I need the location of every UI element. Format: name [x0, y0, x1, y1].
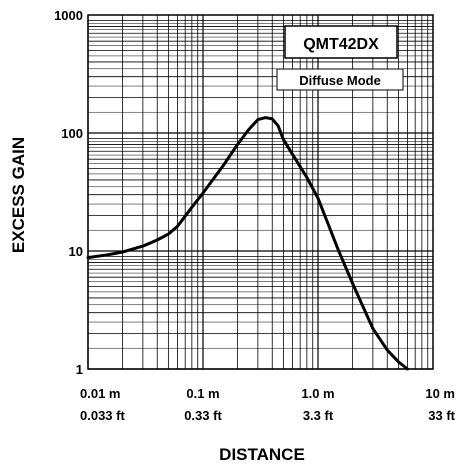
mode-label: Diffuse Mode [299, 73, 381, 88]
x-tick-label-ft: 33 ft [428, 408, 455, 423]
x-tick-label-ft: 0.033 ft [80, 408, 125, 423]
x-axis-title: DISTANCE [219, 445, 305, 464]
y-tick-label: 1 [76, 362, 83, 377]
x-tick-label-ft: 3.3 ft [303, 408, 334, 423]
x-tick-label-m: 0.1 m [186, 386, 219, 401]
x-tick-label-m: 1.0 m [301, 386, 334, 401]
model-label: QMT42DX [303, 36, 379, 53]
y-tick-label: 1000 [54, 8, 83, 23]
series-line [86, 116, 409, 371]
grid-lines [87, 15, 433, 370]
y-tick-label: 10 [69, 244, 83, 259]
mode-label-box: Diffuse Mode [276, 68, 404, 91]
model-label-box: QMT42DX [284, 25, 398, 59]
y-tick-label: 100 [61, 126, 83, 141]
y-axis-title: EXCESS GAIN [9, 137, 28, 253]
plot-frame [87, 14, 434, 370]
x-tick-label-m: 0.01 m [80, 386, 120, 401]
x-tick-label-m: 10 m [425, 386, 455, 401]
x-tick-label-ft: 0.33 ft [184, 408, 222, 423]
